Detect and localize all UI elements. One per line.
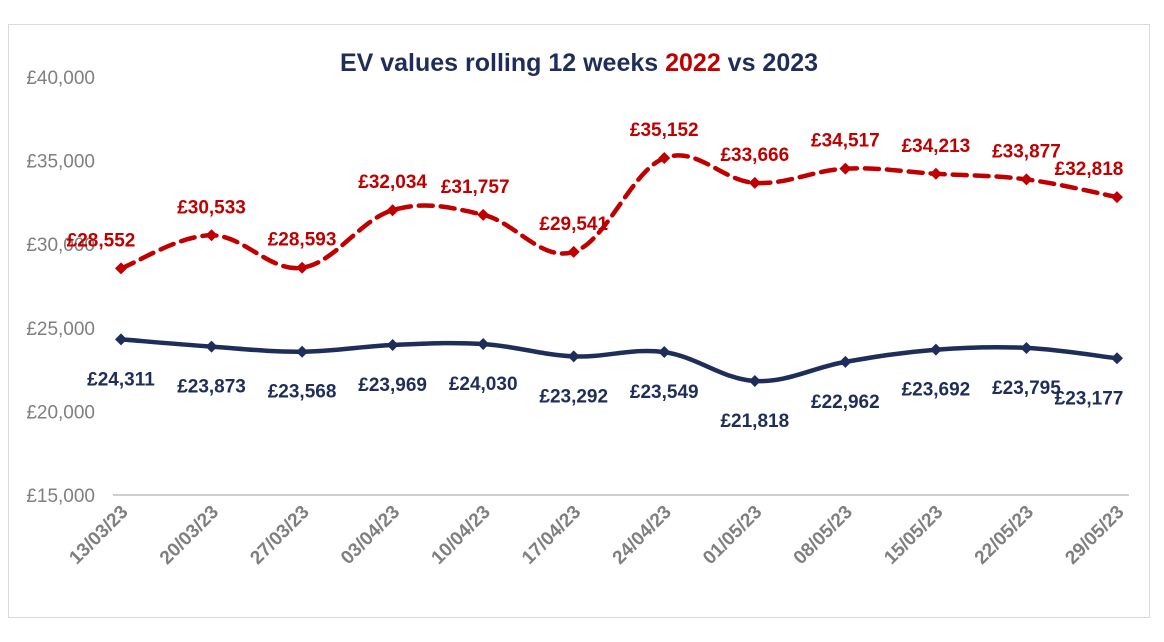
- series-1-data-label: £23,969: [358, 375, 427, 396]
- x-tick-label: 03/04/23: [337, 502, 404, 569]
- series-1-point: [477, 338, 490, 351]
- series-0-data-label: £30,533: [177, 197, 246, 218]
- series-0-point: [296, 261, 309, 274]
- series-1-data-label: £23,177: [1055, 388, 1124, 409]
- series-1-data-label: £23,795: [992, 378, 1061, 399]
- series-1-data-label: £23,873: [177, 377, 246, 398]
- series-0-data-label: £35,152: [630, 120, 699, 141]
- series-1-point: [929, 343, 942, 356]
- y-tick-label: £30,000: [26, 235, 95, 256]
- series-0-point: [205, 229, 218, 242]
- series-0-point: [477, 208, 490, 221]
- series-1-point: [1020, 341, 1033, 354]
- series-0-data-label: £34,517: [811, 131, 880, 152]
- series-1-point: [658, 346, 671, 359]
- data-labels: £28,552 £30,533 £28,593 £32,034 £31,757 £29,5…: [67, 120, 1124, 432]
- x-axis: 13/03/23 20/03/23 27/03/23 03/04/23 10/04/23…: [65, 502, 1128, 569]
- chart-title: EV values rolling 12 weeks 2022 vs 2023: [340, 49, 818, 77]
- series-layer: [115, 152, 1123, 388]
- series-1-data-label: £21,818: [720, 411, 789, 432]
- series-1-data-label: £24,030: [449, 374, 518, 395]
- series-1-data-label: £23,549: [630, 382, 699, 403]
- series-0-point: [929, 167, 942, 180]
- series-0-data-label: £33,666: [720, 145, 789, 166]
- series-0-point: [1020, 173, 1033, 186]
- series-0-point: [839, 162, 852, 175]
- y-tick-label: £40,000: [26, 68, 95, 89]
- series-0-data-label: £32,034: [358, 172, 427, 193]
- series-0-data-label: £34,213: [902, 136, 971, 157]
- series-0-line: [118, 153, 1120, 271]
- series-0-point: [567, 245, 580, 258]
- title-part-0: EV values rolling 12 weeks: [340, 49, 665, 77]
- series-1-point: [115, 333, 127, 346]
- series-0-point: [658, 152, 671, 165]
- series-1-point: [567, 350, 580, 363]
- series-0-data-label: £32,818: [1055, 159, 1124, 180]
- x-tick-label: 08/05/23: [790, 502, 857, 569]
- x-tick-label: 10/04/23: [428, 502, 495, 569]
- series-1-data-label: £23,568: [268, 382, 337, 403]
- series-0-data-label: £33,877: [992, 141, 1061, 162]
- y-axis: £15,000 £20,000 £25,000 £30,000 £35,000 £40,0…: [26, 68, 95, 507]
- series-0-data-label: £28,552: [67, 230, 136, 251]
- x-tick-label: 13/03/23: [65, 502, 132, 569]
- series-0-data-label: £29,541: [539, 214, 608, 235]
- x-tick-label: 29/05/23: [1061, 502, 1128, 569]
- x-tick-label: 27/03/23: [246, 502, 313, 569]
- series-0-data-label: £31,757: [441, 177, 510, 198]
- series-1-point: [748, 375, 761, 388]
- series-1-point: [205, 340, 218, 353]
- series-1-point: [386, 339, 399, 352]
- series-1-data-label: £22,962: [811, 392, 880, 413]
- series-1-point: [839, 355, 852, 368]
- series-1-line: [118, 337, 1120, 384]
- title-part-2: vs 2023: [721, 49, 818, 77]
- series-1-data-label: £23,692: [902, 380, 971, 401]
- series-0-point: [115, 262, 127, 275]
- series-0-point: [1111, 191, 1123, 204]
- y-tick-label: £35,000: [26, 152, 95, 173]
- series-0-data-label: £28,593: [268, 230, 337, 251]
- x-tick-label: 01/05/23: [699, 502, 766, 569]
- chart-frame: EV values rolling 12 weeks 2022 vs 2023 …: [8, 24, 1150, 618]
- x-tick-label: 22/05/23: [971, 502, 1038, 569]
- x-tick-label: 17/04/23: [518, 502, 585, 569]
- title-part-1: 2022: [665, 49, 721, 77]
- series-1-data-label: £23,292: [539, 386, 608, 407]
- y-tick-label: £25,000: [26, 319, 95, 340]
- series-1-data-label: £24,311: [87, 369, 155, 390]
- series-1-point: [296, 345, 309, 358]
- series-0-point: [748, 176, 761, 189]
- y-tick-label: £20,000: [26, 402, 95, 423]
- x-tick-label: 15/05/23: [880, 502, 947, 569]
- x-tick-label: 24/04/23: [609, 502, 676, 569]
- series-1-point: [1111, 352, 1123, 365]
- x-tick-label: 20/03/23: [156, 502, 223, 569]
- line-chart: EV values rolling 12 weeks 2022 vs 2023 …: [26, 49, 1129, 569]
- y-tick-label: £15,000: [26, 486, 95, 507]
- series-0-point: [386, 204, 399, 217]
